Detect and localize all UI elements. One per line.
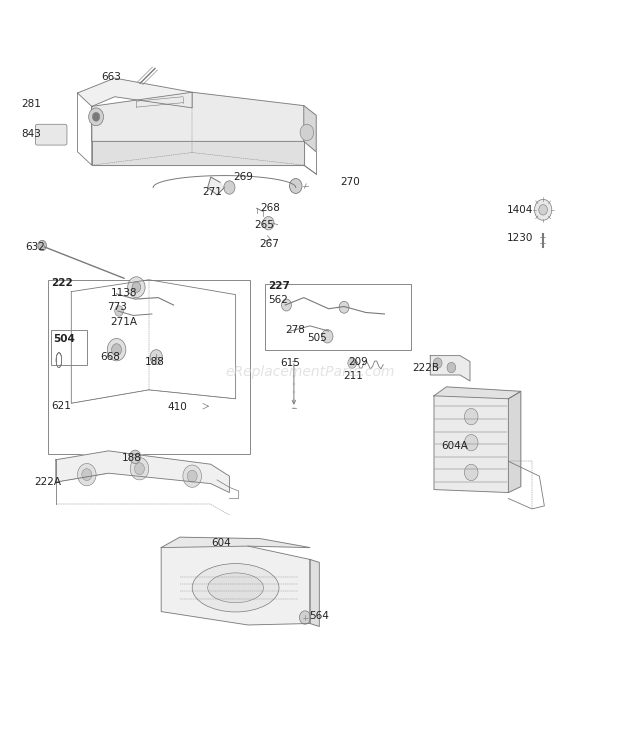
- Text: 843: 843: [21, 129, 41, 139]
- Circle shape: [539, 205, 547, 215]
- Circle shape: [128, 277, 145, 298]
- Circle shape: [115, 306, 123, 316]
- Text: 271: 271: [202, 187, 222, 197]
- Text: 773: 773: [107, 302, 127, 312]
- Polygon shape: [161, 546, 310, 625]
- Text: 604A: 604A: [441, 441, 468, 452]
- Polygon shape: [430, 356, 470, 381]
- Circle shape: [107, 339, 126, 361]
- Text: 621: 621: [51, 401, 71, 411]
- Circle shape: [464, 408, 478, 425]
- Text: 222: 222: [51, 278, 73, 288]
- Text: 564: 564: [309, 611, 329, 621]
- Text: 188: 188: [122, 453, 141, 464]
- Circle shape: [433, 358, 442, 368]
- Text: 227: 227: [268, 281, 290, 292]
- Circle shape: [300, 124, 314, 141]
- Polygon shape: [78, 78, 192, 108]
- Text: 1404: 1404: [507, 205, 534, 215]
- Circle shape: [299, 611, 311, 624]
- Text: 1138: 1138: [110, 288, 137, 298]
- Circle shape: [348, 358, 356, 368]
- Circle shape: [112, 344, 122, 356]
- Text: 410: 410: [167, 402, 187, 412]
- Circle shape: [290, 179, 302, 193]
- Text: 267: 267: [259, 239, 279, 249]
- FancyBboxPatch shape: [35, 124, 67, 145]
- Polygon shape: [434, 396, 508, 493]
- Circle shape: [187, 470, 197, 482]
- Circle shape: [132, 282, 141, 292]
- Text: 269: 269: [233, 172, 253, 182]
- Text: 188: 188: [144, 356, 164, 367]
- Polygon shape: [304, 106, 316, 152]
- Text: eReplacementParts.com: eReplacementParts.com: [225, 365, 395, 379]
- Circle shape: [92, 112, 100, 121]
- Polygon shape: [208, 177, 224, 195]
- Text: 604: 604: [211, 538, 231, 548]
- Polygon shape: [508, 391, 521, 493]
- Circle shape: [82, 469, 92, 481]
- Text: 668: 668: [100, 352, 120, 362]
- Polygon shape: [434, 387, 521, 399]
- Text: 505: 505: [308, 333, 327, 343]
- Text: 270: 270: [340, 176, 360, 187]
- Text: 211: 211: [343, 371, 363, 382]
- Text: 1230: 1230: [507, 233, 534, 243]
- Circle shape: [447, 362, 456, 373]
- Polygon shape: [92, 92, 304, 141]
- Text: 281: 281: [21, 99, 41, 109]
- Text: 222A: 222A: [34, 477, 61, 487]
- Text: 271A: 271A: [110, 317, 138, 327]
- Polygon shape: [161, 537, 310, 548]
- Circle shape: [38, 240, 46, 251]
- Polygon shape: [92, 141, 304, 165]
- Circle shape: [464, 434, 478, 451]
- Text: 615: 615: [280, 358, 300, 368]
- Circle shape: [89, 108, 104, 126]
- Circle shape: [130, 450, 141, 464]
- Text: 632: 632: [25, 242, 45, 252]
- Circle shape: [183, 465, 202, 487]
- Text: 562: 562: [268, 295, 288, 305]
- Ellipse shape: [208, 573, 264, 603]
- Circle shape: [135, 463, 144, 475]
- Polygon shape: [310, 559, 319, 626]
- Text: 663: 663: [102, 72, 122, 83]
- Circle shape: [130, 458, 149, 480]
- Text: 278: 278: [285, 325, 305, 336]
- Circle shape: [281, 299, 291, 311]
- Text: 222B: 222B: [412, 362, 440, 373]
- Text: 268: 268: [260, 203, 280, 214]
- Polygon shape: [56, 451, 229, 493]
- Ellipse shape: [192, 564, 279, 612]
- Circle shape: [464, 464, 478, 481]
- Circle shape: [263, 217, 274, 230]
- Circle shape: [534, 199, 552, 220]
- Circle shape: [322, 330, 333, 343]
- Circle shape: [224, 181, 235, 194]
- Circle shape: [150, 350, 162, 365]
- Circle shape: [339, 301, 349, 313]
- Text: 265: 265: [254, 219, 274, 230]
- Circle shape: [78, 464, 96, 486]
- Text: 504: 504: [53, 333, 75, 344]
- Text: 209: 209: [348, 356, 368, 367]
